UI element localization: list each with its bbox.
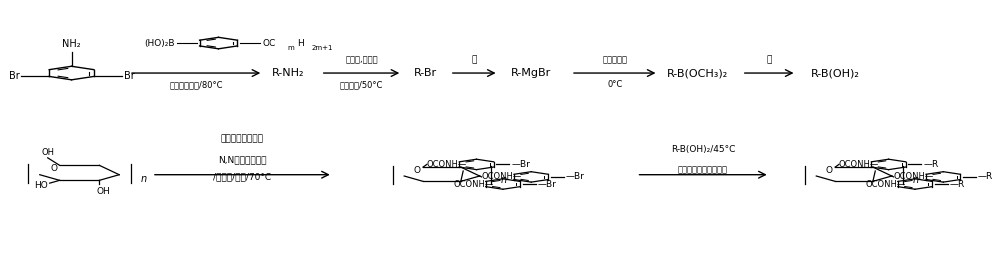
Text: Br: Br bbox=[9, 72, 19, 81]
Text: —Br: —Br bbox=[538, 180, 557, 189]
Text: 四三苯基膦钯/80°C: 四三苯基膦钯/80°C bbox=[169, 80, 223, 89]
Text: n: n bbox=[913, 176, 919, 185]
Text: 0°C: 0°C bbox=[607, 80, 622, 89]
Text: NH₂: NH₂ bbox=[62, 39, 81, 49]
Text: N,N二甲基乙酰胺: N,N二甲基乙酰胺 bbox=[218, 155, 267, 164]
Text: OCONH—: OCONH— bbox=[839, 160, 879, 169]
Text: O: O bbox=[826, 166, 833, 175]
Text: OCONH—: OCONH— bbox=[894, 172, 934, 181]
Text: R-NH₂: R-NH₂ bbox=[272, 68, 304, 78]
Text: 镁: 镁 bbox=[472, 56, 477, 65]
Text: 水: 水 bbox=[766, 56, 772, 65]
Text: H: H bbox=[297, 39, 304, 48]
Text: R-B(OH)₂: R-B(OH)₂ bbox=[811, 68, 860, 78]
Text: OH: OH bbox=[41, 148, 54, 157]
Text: n: n bbox=[141, 174, 147, 184]
Text: R-MgBr: R-MgBr bbox=[511, 68, 551, 78]
Text: (HO)₂B: (HO)₂B bbox=[144, 39, 175, 48]
Text: OCONH—: OCONH— bbox=[453, 180, 493, 189]
Text: 溴化亚铜/50°C: 溴化亚铜/50°C bbox=[340, 80, 383, 89]
Text: n: n bbox=[500, 176, 507, 185]
Text: —R: —R bbox=[923, 160, 939, 169]
Text: /氯化锂/吡啶/70°C: /氯化锂/吡啶/70°C bbox=[213, 173, 271, 182]
Text: Br: Br bbox=[124, 72, 134, 81]
Text: HO: HO bbox=[34, 181, 48, 190]
Text: OCONH—: OCONH— bbox=[482, 172, 522, 181]
Text: 硼酸三甲酯: 硼酸三甲酯 bbox=[602, 56, 627, 65]
Text: 碳酸钾，水，四氢呋喃: 碳酸钾，水，四氢呋喃 bbox=[678, 166, 728, 175]
Text: OCONH—: OCONH— bbox=[865, 180, 906, 189]
Text: —Br: —Br bbox=[511, 160, 530, 169]
Text: O: O bbox=[50, 164, 57, 173]
Text: 浓硫酸,氢溴酸: 浓硫酸,氢溴酸 bbox=[345, 56, 378, 65]
Text: —Br: —Br bbox=[566, 172, 585, 181]
Text: OC: OC bbox=[262, 39, 275, 48]
Text: 2m+1: 2m+1 bbox=[312, 45, 333, 51]
Text: R-Br: R-Br bbox=[413, 68, 437, 78]
Text: R-B(OCH₃)₂: R-B(OCH₃)₂ bbox=[666, 68, 728, 78]
Text: O: O bbox=[414, 166, 421, 175]
Text: OH: OH bbox=[96, 187, 110, 196]
Text: —R: —R bbox=[950, 180, 965, 189]
Text: R-B(OH)₂/45°C: R-B(OH)₂/45°C bbox=[671, 145, 735, 154]
Text: —R: —R bbox=[978, 172, 993, 181]
Text: m: m bbox=[287, 45, 294, 51]
Text: OCONH—: OCONH— bbox=[427, 160, 467, 169]
Text: 对溴苯基异氰酸酯: 对溴苯基异氰酸酯 bbox=[221, 134, 264, 143]
